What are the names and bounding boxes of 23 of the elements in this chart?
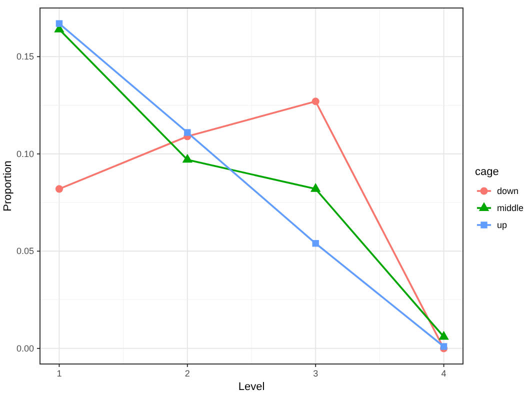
x-tick-label: 4 bbox=[441, 368, 446, 378]
point bbox=[310, 183, 321, 192]
y-axis-title: Proportion bbox=[2, 160, 14, 212]
y-tick-label: 0.00 bbox=[16, 343, 34, 354]
x-axis-title: Level bbox=[238, 381, 265, 393]
legend-label: middle bbox=[497, 203, 524, 213]
point bbox=[55, 185, 64, 193]
point bbox=[184, 129, 191, 136]
y-tick-label: 0.15 bbox=[16, 52, 34, 62]
point bbox=[312, 240, 319, 247]
y-tick-label: 0.10 bbox=[16, 148, 34, 159]
y-tick-label: 0.05 bbox=[16, 246, 34, 256]
point bbox=[56, 20, 63, 27]
legend-label: up bbox=[497, 220, 508, 230]
x-tick-label: 3 bbox=[313, 368, 318, 378]
legend-label: down bbox=[497, 186, 519, 196]
x-tick-label: 1 bbox=[56, 368, 62, 378]
point bbox=[312, 98, 320, 106]
point bbox=[440, 343, 448, 350]
legend-title: cage bbox=[475, 166, 499, 178]
point bbox=[182, 154, 193, 163]
point bbox=[438, 330, 449, 340]
x-tick-label: 2 bbox=[184, 368, 190, 378]
